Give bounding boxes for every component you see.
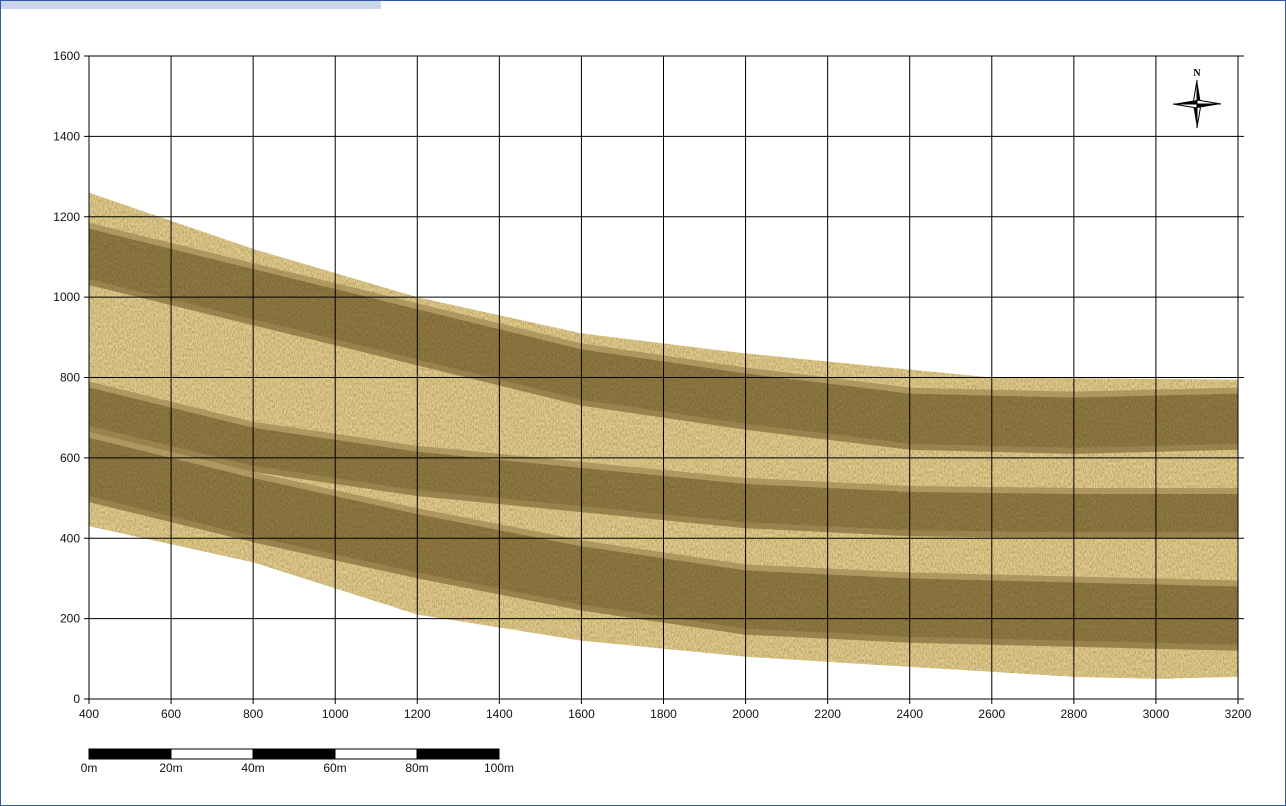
y-tick-label: 1000 bbox=[53, 290, 80, 304]
x-tick-label: 1000 bbox=[322, 707, 349, 721]
scale-bar-segment bbox=[416, 748, 500, 760]
x-tick-label: 1800 bbox=[650, 707, 677, 721]
title-tab-strip bbox=[1, 1, 381, 9]
scale-bar-label: 20m bbox=[159, 761, 182, 775]
x-tick-label: 3200 bbox=[1225, 707, 1252, 721]
y-tick-label: 200 bbox=[60, 612, 80, 626]
scale-bar-label: 60m bbox=[323, 761, 346, 775]
x-tick-label: 2600 bbox=[978, 707, 1005, 721]
y-axis: 0 200 400 600 800 1000 1200 1400 1600 bbox=[53, 49, 80, 706]
y-tick-label: 1400 bbox=[53, 129, 80, 143]
y-tick-label: 1600 bbox=[53, 49, 80, 63]
y-tick-label: 400 bbox=[60, 531, 80, 545]
compass-rose-icon bbox=[1172, 79, 1222, 129]
x-axis: 400 600 800 1000 1200 1400 1600 1800 2000 2200 240… bbox=[79, 707, 1252, 721]
x-tick-label: 600 bbox=[161, 707, 181, 721]
x-tick-label: 2200 bbox=[814, 707, 841, 721]
x-tick-label: 400 bbox=[79, 707, 99, 721]
north-arrow: N bbox=[1172, 68, 1222, 129]
map-grid bbox=[84, 55, 1244, 704]
x-tick-label: 1600 bbox=[568, 707, 595, 721]
y-tick-label: 1200 bbox=[53, 210, 80, 224]
x-tick-label: 1400 bbox=[486, 707, 513, 721]
north-label: N bbox=[1193, 68, 1201, 79]
x-tick-label: 1200 bbox=[404, 707, 431, 721]
y-tick-label: 600 bbox=[60, 451, 80, 465]
scale-bar-segment bbox=[88, 748, 172, 760]
x-tick-label: 2400 bbox=[896, 707, 923, 721]
y-tick-label: 800 bbox=[60, 371, 80, 385]
scale-bar-label: 0m bbox=[81, 761, 98, 775]
scale-bar-segment bbox=[252, 748, 336, 760]
x-tick-label: 800 bbox=[243, 707, 263, 721]
y-tick-label: 0 bbox=[73, 692, 80, 706]
scale-bar-label: 100m bbox=[484, 761, 514, 775]
x-tick-label: 2000 bbox=[732, 707, 759, 721]
scale-bar-label: 80m bbox=[405, 761, 428, 775]
scale-bar-segment bbox=[170, 748, 254, 760]
scale-bar: 0m 20m 40m 60m 80m 100m bbox=[81, 748, 514, 775]
x-tick-label: 3000 bbox=[1143, 707, 1170, 721]
scale-bar-segment bbox=[334, 748, 418, 760]
scale-bar-label: 40m bbox=[241, 761, 264, 775]
x-tick-label: 2800 bbox=[1061, 707, 1088, 721]
